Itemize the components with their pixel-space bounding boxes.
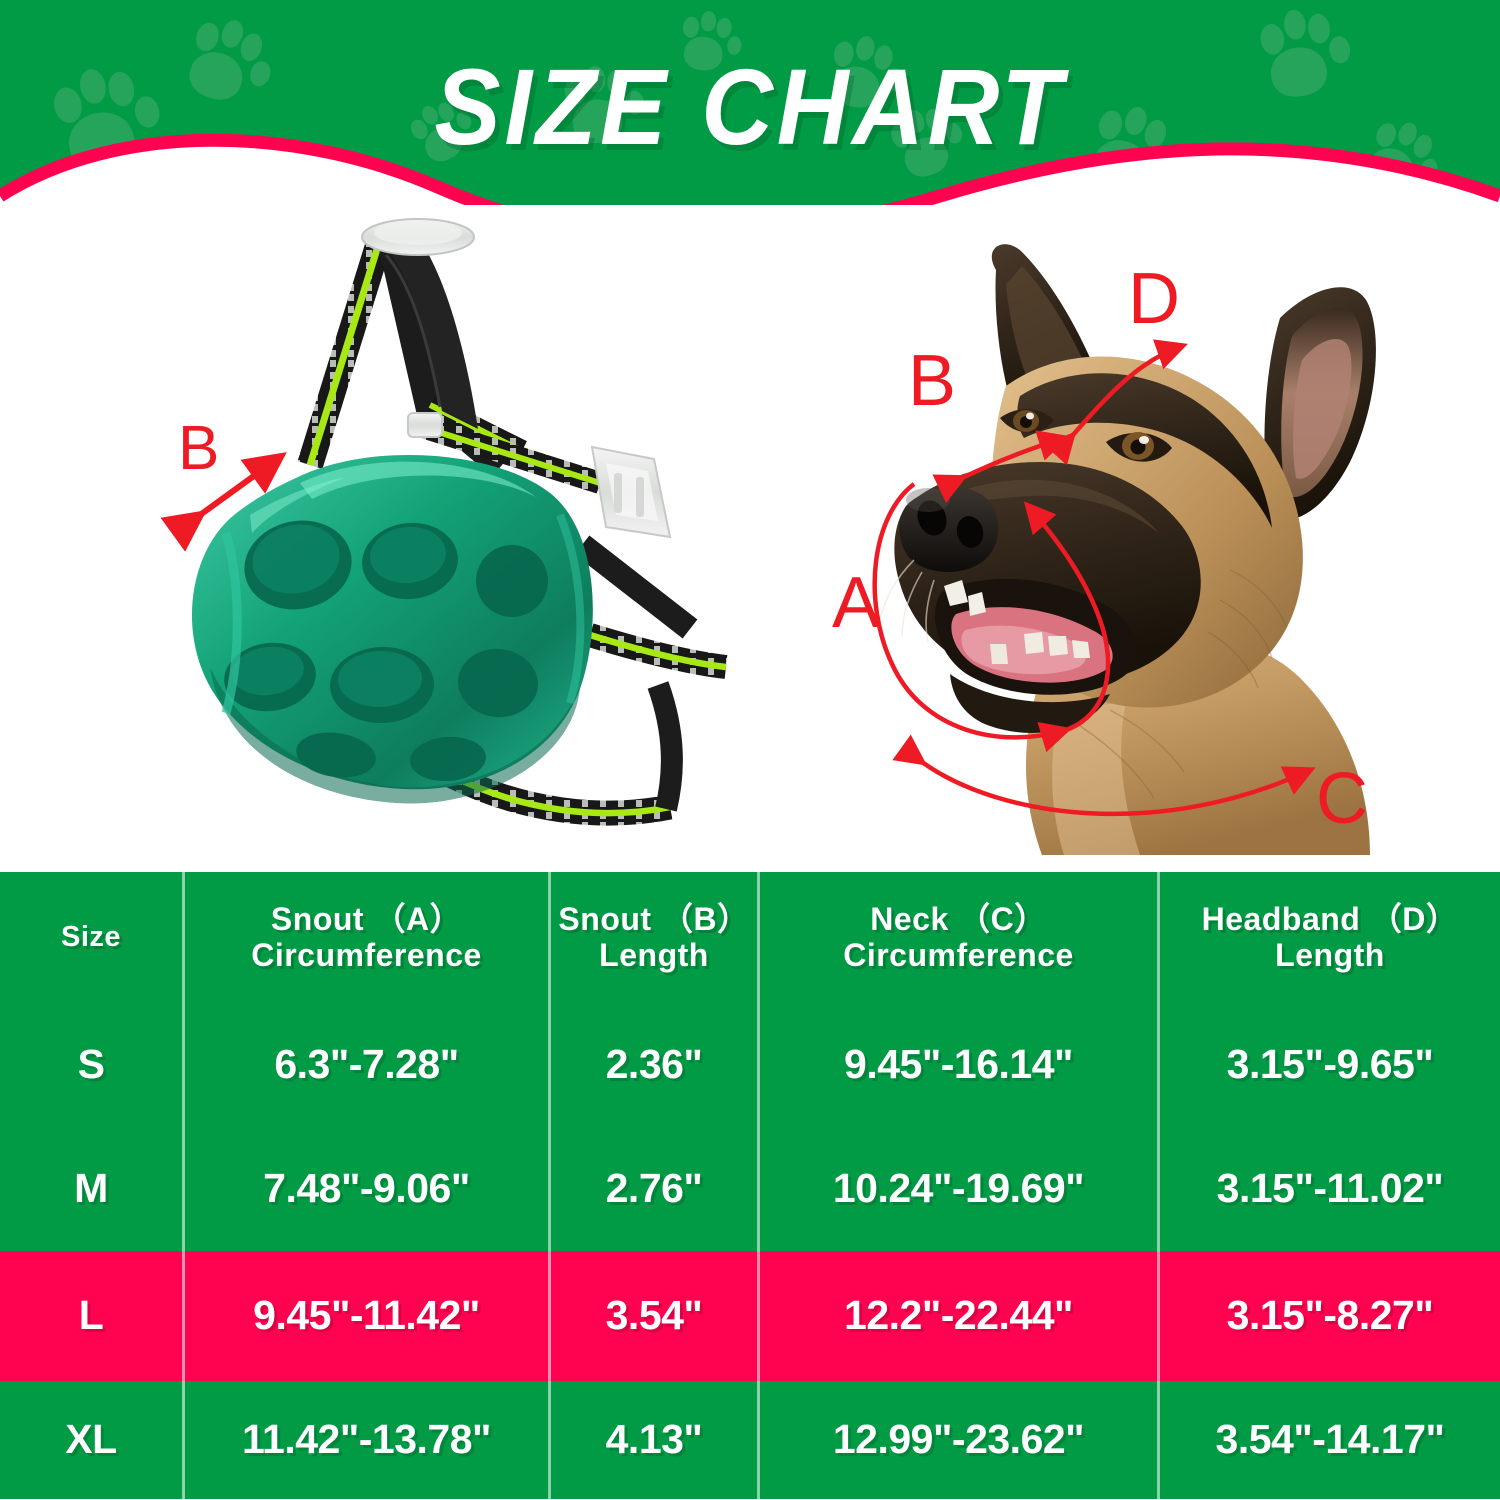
header-cell-neck-circumference: Neck （C） Circumference xyxy=(760,872,1160,1003)
cell-neck-circumference: 12.99"-23.62" xyxy=(760,1381,1160,1499)
cell-snout-circumference: 7.48"-9.06" xyxy=(185,1127,551,1251)
cell-neck-circumference: 10.24"-19.69" xyxy=(760,1127,1160,1251)
measurement-arrow-b xyxy=(160,452,287,552)
strap-slider xyxy=(407,412,443,438)
strap-adjuster-top xyxy=(361,218,475,256)
table-row: M 7.48"-9.06" 2.76" 10.24"-19.69" 3.15"-… xyxy=(0,1127,1500,1251)
cell-headband-length: 3.15"-9.65" xyxy=(1226,1041,1434,1088)
table-row: S 6.3"-7.28" 2.36" 9.45"-16.14" 3.15"-9.… xyxy=(0,1003,1500,1127)
header-cell-size: Size xyxy=(0,872,185,1003)
cell-snout-length: 2.76" xyxy=(551,1127,760,1251)
cell-neck-circumference: 9.45"-16.14" xyxy=(760,1003,1160,1127)
table-header-row: Size Snout （A） Circumference Snout （B） L… xyxy=(0,872,1500,1003)
cell-snout-length: 2.36" xyxy=(551,1003,760,1127)
quick-release-buckle xyxy=(590,445,672,539)
silicone-basket xyxy=(191,454,593,804)
cell-snout-circumference: 6.3"-7.28" xyxy=(185,1003,551,1127)
dog-mouth xyxy=(934,578,1138,695)
header-cell-headband-length: Headband （D） Length xyxy=(1201,900,1459,973)
muzzle-illustration xyxy=(191,218,728,826)
header-banner: SIZE CHART xyxy=(0,0,1500,235)
cell-snout-length: 3.54" xyxy=(551,1251,760,1381)
dog-nose xyxy=(899,487,999,573)
cell-snout-circumference: 11.42"-13.78" xyxy=(185,1381,551,1499)
measurement-label-b-product: B xyxy=(178,414,220,483)
measurement-label-d-dog: D xyxy=(1128,259,1180,339)
cell-size: S xyxy=(0,1003,185,1127)
cell-snout-circumference: 9.45"-11.42" xyxy=(185,1251,551,1381)
cell-snout-length: 4.13" xyxy=(551,1381,760,1499)
header-cell-snout-length: Snout （B） Length xyxy=(551,872,760,1003)
measurement-label-c-dog: C xyxy=(1316,759,1368,839)
cell-neck-circumference: 12.2"-22.44" xyxy=(760,1251,1160,1381)
illustration-area: B xyxy=(0,205,1500,870)
measurement-label-b-dog: B xyxy=(908,341,957,421)
size-table: Size Snout （A） Circumference Snout （B） L… xyxy=(0,872,1500,1500)
cell-size: M xyxy=(0,1127,185,1251)
cell-size: XL xyxy=(0,1381,185,1499)
cell-headband-length: 3.54"-14.17" xyxy=(1215,1416,1445,1463)
table-row: XL 11.42"-13.78" 4.13" 12.99"-23.62" 3.5… xyxy=(0,1381,1500,1499)
page-title: SIZE CHART xyxy=(434,46,1066,167)
measurement-label-a-dog: A xyxy=(832,563,881,643)
measurement-arrows-overlay xyxy=(872,339,1316,817)
cell-headband-length: 3.15"-8.27" xyxy=(1226,1292,1434,1339)
dog-photo-with-measurements: A B C D xyxy=(810,240,1450,855)
table-row-highlighted: L 9.45"-11.42" 3.54" 12.2"-22.44" 3.15"-… xyxy=(0,1251,1500,1381)
product-image-muzzle: B xyxy=(130,215,750,845)
cell-size: L xyxy=(0,1251,185,1381)
cell-headband-length: 3.15"-11.02" xyxy=(1216,1165,1444,1212)
header-cell-snout-circumference: Snout （A） Circumference xyxy=(185,872,551,1003)
